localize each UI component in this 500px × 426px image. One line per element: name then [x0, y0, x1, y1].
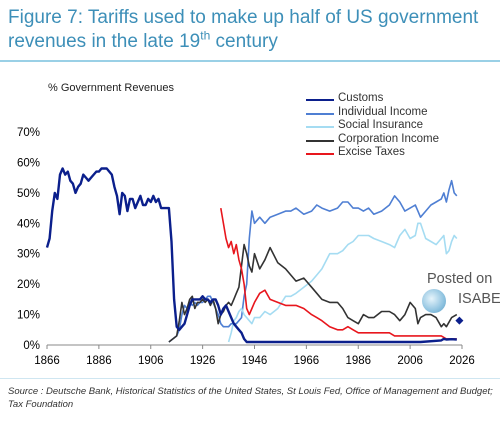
figure-title: Figure 7: Tariffs used to make up half o… [8, 6, 494, 54]
y-tick-label: 10% [17, 310, 40, 322]
legend-label: Corporation Income [338, 132, 439, 145]
series-line-corporation-income [168, 243, 458, 343]
x-tick-label: 1926 [190, 355, 216, 367]
legend-label: Customs [338, 92, 384, 104]
title-line-1: Figure 7: Tariffs used to make up half o… [8, 7, 479, 28]
watermark-text: Posted on [427, 271, 493, 287]
x-tick-label: 1886 [86, 355, 112, 367]
series-line-customs [45, 167, 457, 344]
title-line-2: revenues in the late 19th century [8, 30, 494, 54]
y-tick-label: 60% [17, 157, 40, 169]
x-tick-label: 2026 [449, 355, 475, 367]
legend-swatch [306, 139, 334, 142]
legend-swatch [306, 112, 334, 115]
series-line-excise-taxes [220, 207, 457, 340]
legend-swatch [306, 153, 334, 155]
latest-point-marker [455, 316, 464, 325]
y-tick-label: 0% [23, 340, 40, 352]
x-tick-label: 1946 [242, 355, 268, 367]
legend-label: Individual Income [338, 105, 428, 118]
chart-axes: 0% 10% 20% 30% 40% 50% 60% 70% 1866 1886 1906 1926 1… [17, 127, 475, 367]
y-tick-label: 30% [17, 249, 40, 261]
title-line-2-pre: revenues in the late 19 [8, 31, 201, 52]
y-tick-label: 40% [17, 218, 40, 230]
x-tick-label: 1866 [34, 355, 60, 367]
chart-lines [45, 167, 464, 344]
y-tick-label: 20% [17, 279, 40, 291]
title-line-2-post: century [210, 31, 278, 52]
x-tick-label: 1966 [294, 355, 320, 367]
y-tick-label: 50% [17, 188, 40, 200]
watermark-globe-icon [422, 289, 446, 313]
y-axis-label: % Government Revenues [48, 82, 174, 94]
source-note: Source : Deutsche Bank, Historical Stati… [8, 386, 493, 410]
source-footer [0, 378, 500, 426]
title-divider [0, 60, 500, 62]
x-tick-label: 2006 [397, 355, 423, 367]
legend-label: Excise Taxes [338, 146, 405, 158]
title-line-2-sup: th [200, 28, 211, 43]
legend-label: Social Insurance [338, 119, 424, 131]
legend-swatch [306, 99, 334, 101]
x-tick-label: 1986 [345, 355, 371, 367]
legend-swatch [306, 126, 334, 128]
series-line-individual-income [168, 179, 458, 343]
y-tick-label: 70% [17, 127, 40, 139]
x-tick-label: 1906 [138, 355, 164, 367]
series-line-social-insurance [227, 222, 458, 343]
watermark-text-2: ISABE [458, 291, 500, 307]
